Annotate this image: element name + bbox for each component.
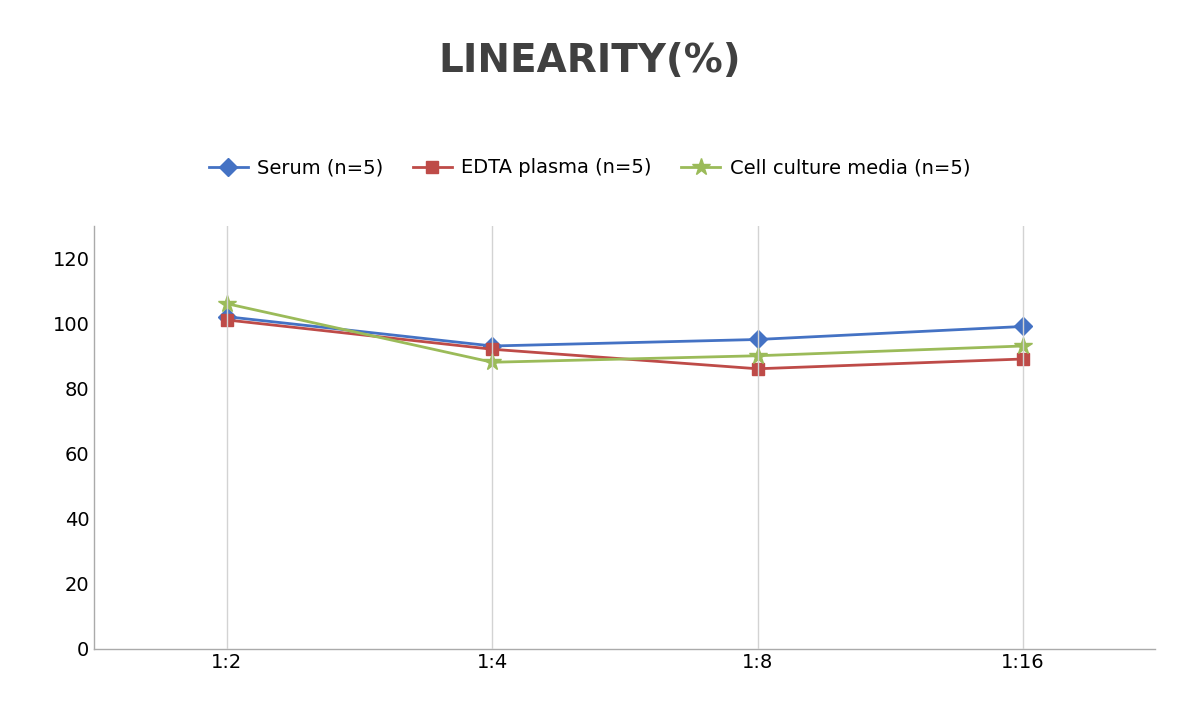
Serum (n=5) xyxy=(486,342,500,350)
Serum (n=5) xyxy=(1016,322,1030,331)
EDTA plasma (n=5) xyxy=(220,316,235,324)
Legend: Serum (n=5), EDTA plasma (n=5), Cell culture media (n=5): Serum (n=5), EDTA plasma (n=5), Cell cul… xyxy=(200,151,979,185)
Text: LINEARITY(%): LINEARITY(%) xyxy=(439,42,740,80)
Cell culture media (n=5) xyxy=(486,358,500,367)
EDTA plasma (n=5) xyxy=(751,364,765,373)
Cell culture media (n=5) xyxy=(220,300,235,308)
Line: EDTA plasma (n=5): EDTA plasma (n=5) xyxy=(220,314,1029,375)
Line: Serum (n=5): Serum (n=5) xyxy=(220,310,1029,352)
Cell culture media (n=5) xyxy=(751,352,765,360)
EDTA plasma (n=5) xyxy=(1016,355,1030,363)
Cell culture media (n=5) xyxy=(1016,342,1030,350)
Line: Cell culture media (n=5): Cell culture media (n=5) xyxy=(218,295,1032,372)
Serum (n=5) xyxy=(220,312,235,321)
EDTA plasma (n=5) xyxy=(486,345,500,353)
Serum (n=5) xyxy=(751,336,765,344)
